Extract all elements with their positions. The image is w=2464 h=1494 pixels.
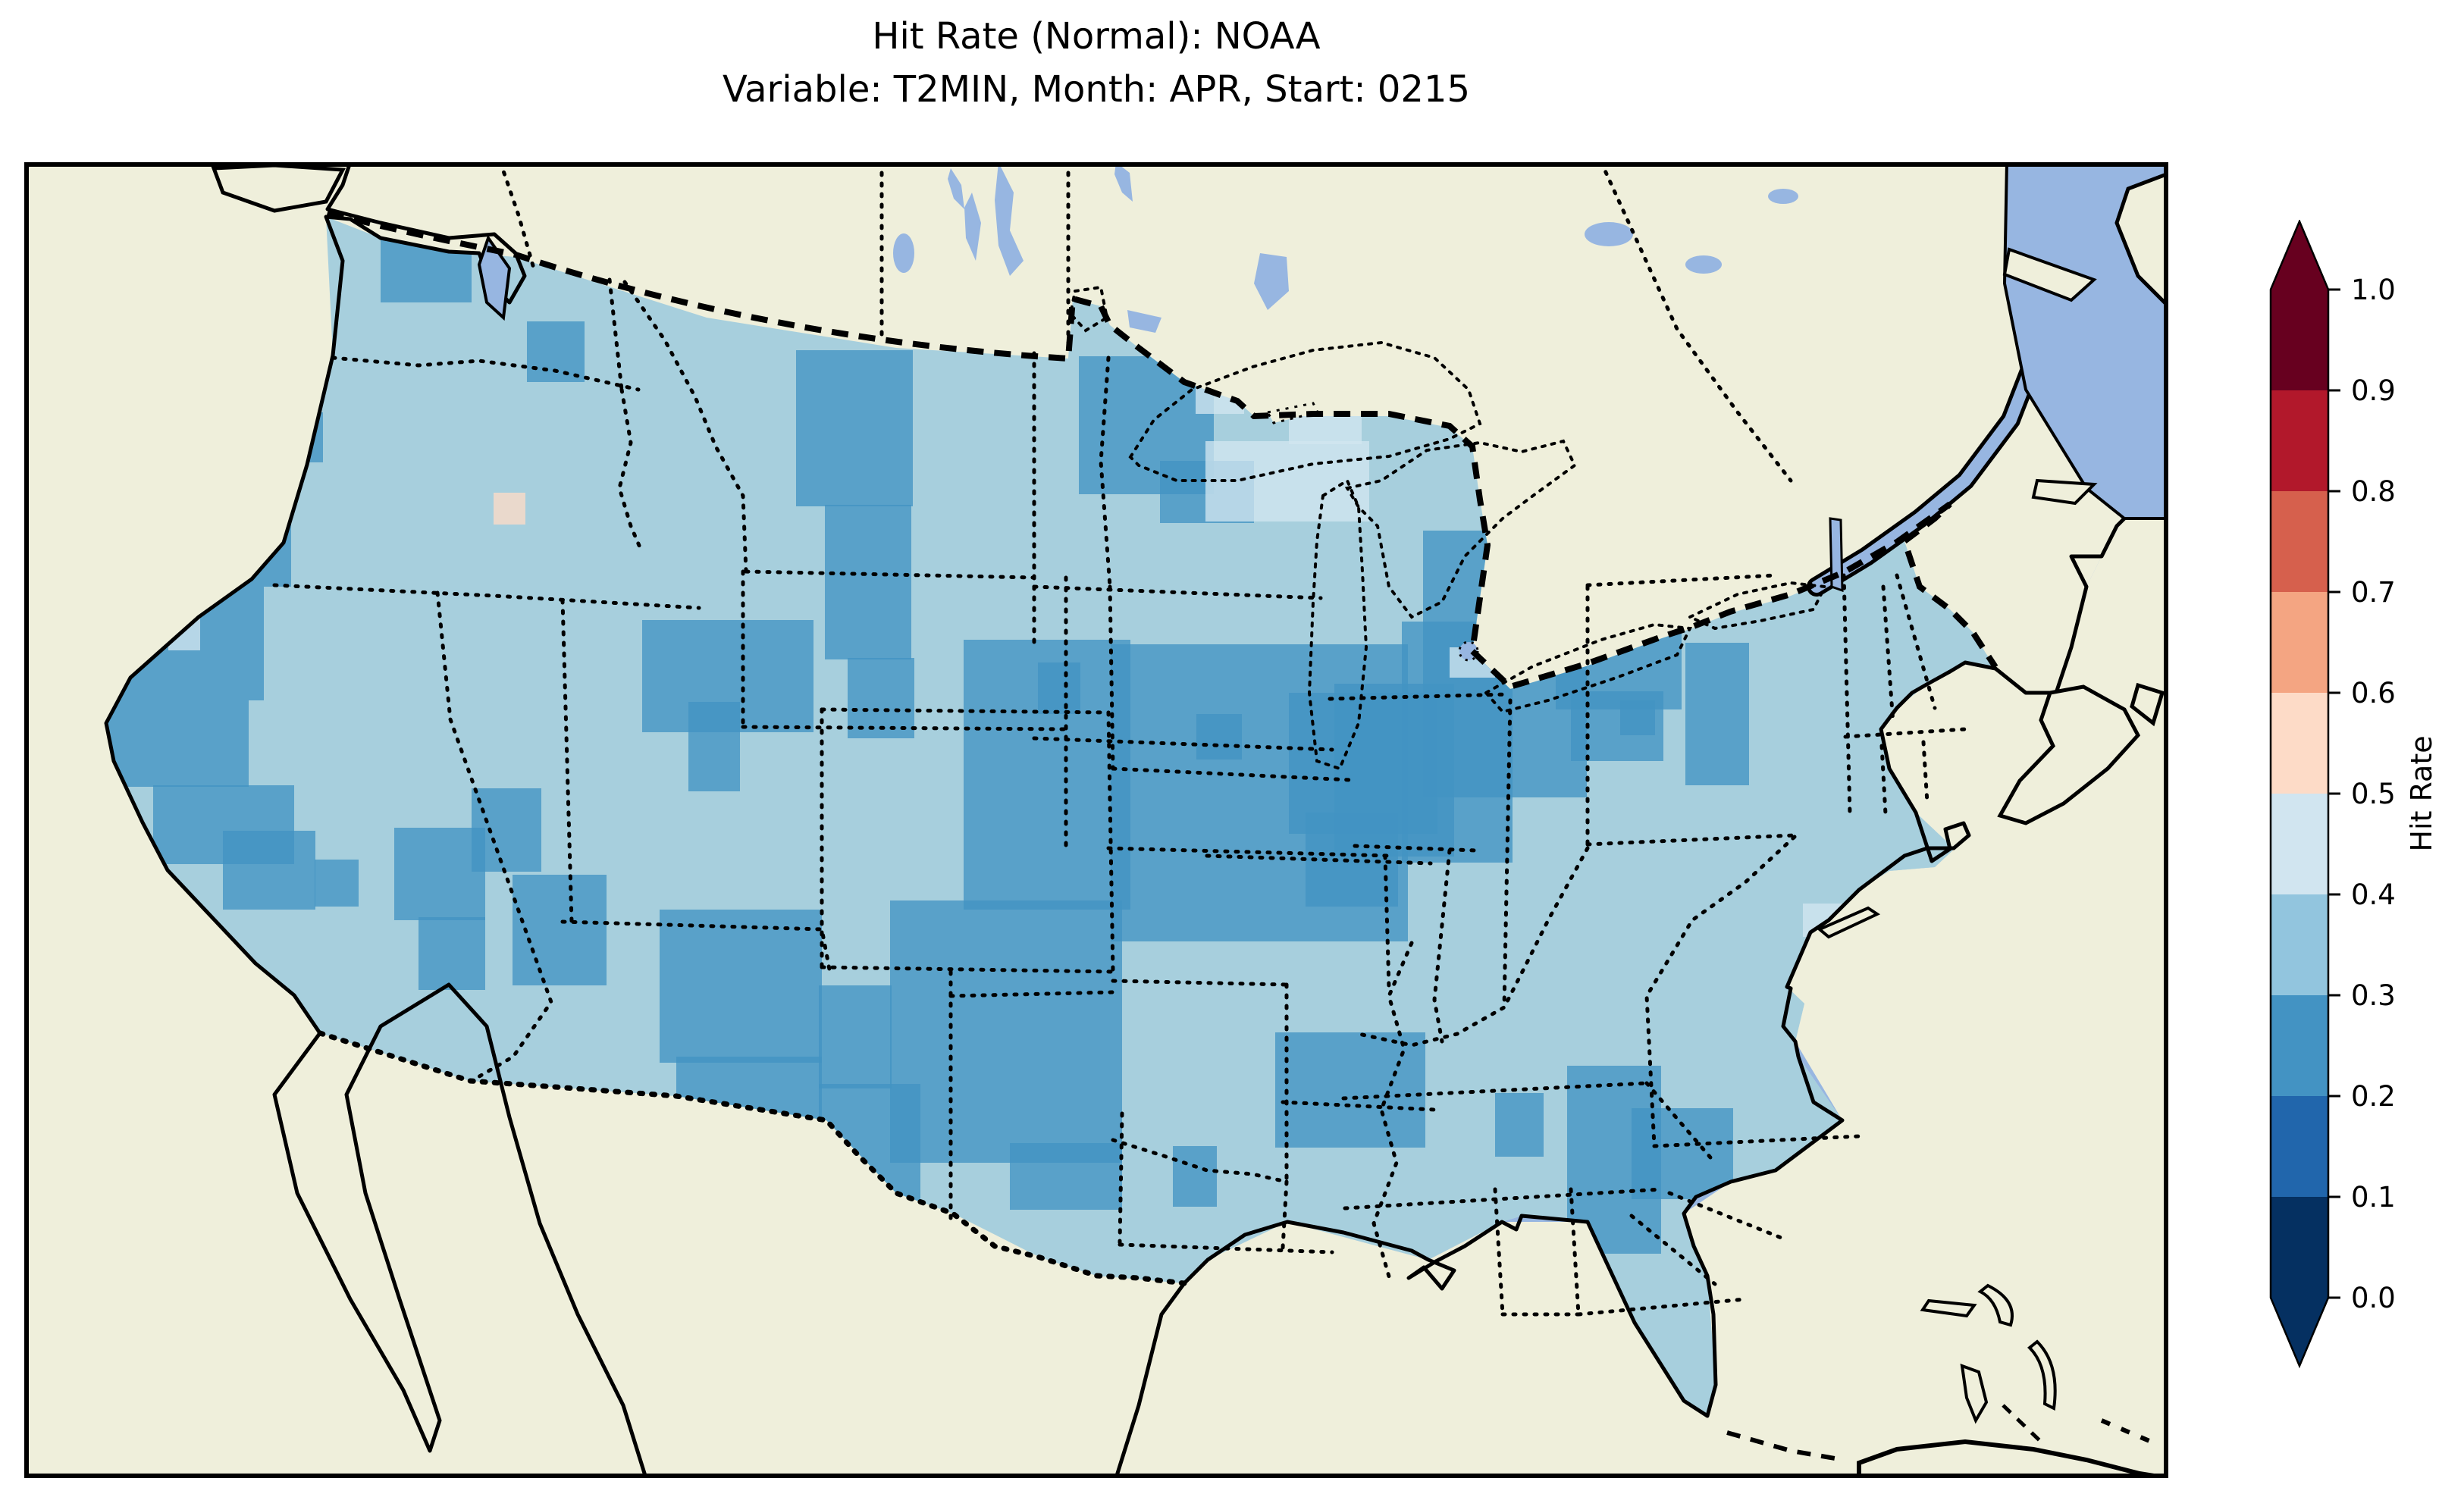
- colorbar-segment-0.9-1.0: [2271, 290, 2328, 390]
- hit-rate-cell-b02_03: [100, 700, 249, 787]
- figure-title: Hit Rate (Normal): NOAA Variable: T2MIN,…: [24, 11, 2168, 116]
- colorbar-segment-0.3-0.4: [2271, 894, 2328, 995]
- colorbar-tick-label: 0.1: [2351, 1181, 2396, 1214]
- figure-title-line2: Variable: T2MIN, Month: APR, Start: 0215: [24, 64, 2168, 117]
- hit-rate-cell-b02_03: [688, 702, 740, 791]
- hit-rate-cell-b02_03: [1173, 1146, 1217, 1207]
- colorbar-segment-0.1-0.2: [2271, 1096, 2328, 1197]
- colorbar-segment-0.6-0.7: [2271, 592, 2328, 693]
- colorbar-segment-0.7-0.8: [2271, 491, 2328, 592]
- colorbar-tick-label: 0.5: [2351, 778, 2396, 810]
- colorbar-tick-label: 0.3: [2351, 979, 2396, 1012]
- map-panel: [24, 162, 2168, 1478]
- hit-rate-cell-b04_05: [1205, 441, 1369, 521]
- hit-rate-cell-b02_03: [1275, 1032, 1425, 1148]
- colorbar: 1.0 0.9 0.8 0.7 0.6 0.5 0.4 0.3 0.2 0.1 0.0 Hit Ra…: [2256, 220, 2460, 1402]
- hit-rate-cell-b02_03: [1495, 1093, 1544, 1157]
- colorbar-segment-0.4-0.5: [2271, 794, 2328, 894]
- quebec-lake-2: [1685, 255, 1722, 274]
- colorbar-extend-min-arrow: [2271, 1298, 2328, 1366]
- colorbar-canvas: 1.0 0.9 0.8 0.7 0.6 0.5 0.4 0.3 0.2 0.1 0.0 Hit Ra…: [2256, 220, 2460, 1402]
- colorbar-ticks: 1.0 0.9 0.8 0.7 0.6 0.5 0.4 0.3 0.2 0.1 0.0: [2328, 274, 2396, 1314]
- hit-rate-cell-b02_03: [796, 350, 913, 506]
- colorbar-segment-0.8-0.9: [2271, 390, 2328, 491]
- map-canvas: [24, 162, 2168, 1478]
- hit-rate-cell-b02_03: [825, 505, 911, 659]
- colorbar-tick-label: 0.0: [2351, 1282, 2396, 1314]
- hit-rate-cell-b02_03: [394, 828, 485, 920]
- colorbar-tick-label: 0.4: [2351, 879, 2396, 911]
- colorbar-segments: [2271, 290, 2328, 1298]
- colorbar-tick-label: 0.6: [2351, 677, 2396, 709]
- hit-rate-cell-b02_03: [1620, 700, 1655, 735]
- colorbar-extend-max-arrow: [2271, 221, 2328, 290]
- hit-rate-cell-b02_03: [964, 640, 1130, 910]
- colorbar-tick-label: 1.0: [2351, 274, 2396, 306]
- colorbar-segment-0.5-0.6: [2271, 693, 2328, 794]
- hit-rate-cell-b02_03: [819, 985, 892, 1088]
- hit-rate-cell-b02_03: [890, 900, 1122, 1163]
- figure-title-line1: Hit Rate (Normal): NOAA: [24, 11, 2168, 64]
- hit-rate-cell-b02_03: [527, 321, 585, 382]
- colorbar-tick-label: 0.8: [2351, 475, 2396, 508]
- hit-rate-cell-b02_03: [315, 860, 359, 907]
- colorbar-tick-label: 0.2: [2351, 1080, 2396, 1113]
- colorbar-tick-label: 0.9: [2351, 374, 2396, 407]
- quebec-lake-1: [1585, 222, 1633, 246]
- hit-rate-cell-b02_03: [660, 910, 822, 1063]
- colorbar-segment-0.2-0.3: [2271, 995, 2328, 1096]
- hit-rate-cell-b02_03: [419, 917, 485, 990]
- quebec-lake-3: [1768, 189, 1798, 204]
- hit-rate-cell-b02_03: [1685, 643, 1749, 785]
- colorbar-axis-label: Hit Rate: [2405, 735, 2438, 851]
- colorbar-segment-0.0-0.1: [2271, 1197, 2328, 1298]
- hit-rate-cell-b02_03: [1010, 1143, 1122, 1210]
- hit-rate-cell-b02_03: [223, 831, 315, 910]
- colorbar-tick-label: 0.7: [2351, 576, 2396, 609]
- ontario-lake-small: [893, 233, 914, 273]
- hit-rate-cell-b05_06: [494, 493, 525, 525]
